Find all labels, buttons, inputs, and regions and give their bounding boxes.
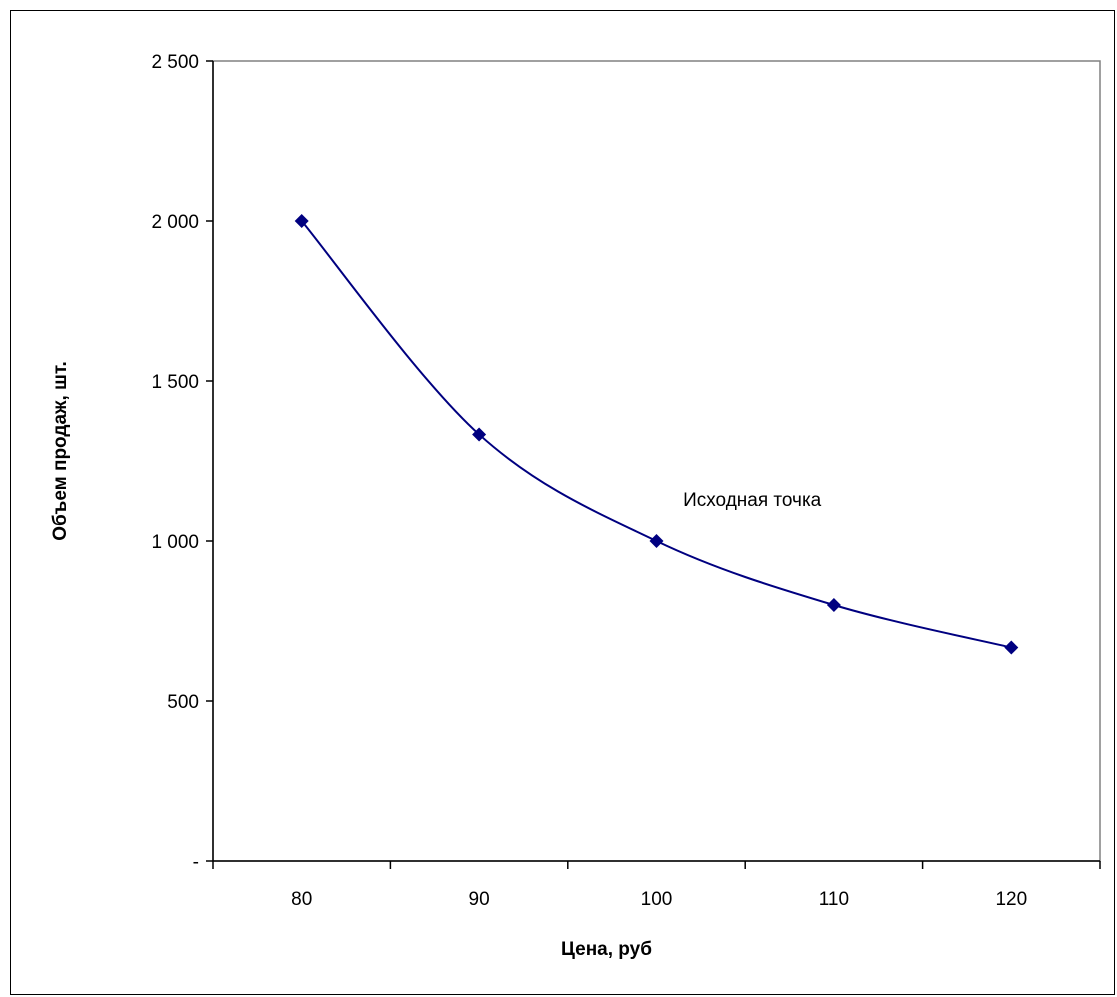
chart-frame bbox=[10, 10, 1115, 995]
x-tick-label: 100 bbox=[641, 889, 673, 910]
x-axis: 80 90 100 110 120 bbox=[212, 860, 1101, 910]
data-markers bbox=[294, 214, 1019, 655]
y-axis-title: Объем продаж, шт. bbox=[50, 361, 71, 541]
data-point-marker bbox=[649, 534, 664, 548]
x-tick-label: 90 bbox=[469, 889, 490, 910]
y-tick-label: 1 500 bbox=[151, 372, 199, 393]
x-tick-label: 120 bbox=[995, 889, 1027, 910]
plot-area bbox=[212, 60, 1101, 862]
y-tick-label: - bbox=[193, 852, 199, 873]
annotation-label: Исходная точка bbox=[683, 490, 822, 511]
x-tick-label: 80 bbox=[291, 889, 312, 910]
y-tick-label: 2 000 bbox=[151, 212, 199, 233]
data-point-marker bbox=[826, 598, 841, 612]
x-tick-label: 110 bbox=[819, 889, 849, 910]
y-tick-label: 1 000 bbox=[151, 532, 199, 553]
y-tick-label: 500 bbox=[167, 692, 199, 713]
y-tick-label: 2 500 bbox=[151, 52, 199, 73]
data-point-marker bbox=[294, 214, 309, 228]
data-point-marker bbox=[1004, 640, 1019, 655]
x-axis-title: Цена, руб bbox=[561, 939, 652, 960]
series-line bbox=[300, 220, 1012, 649]
data-point-marker bbox=[472, 427, 487, 442]
y-axis: - 500 1 000 1 500 2 000 2 500 bbox=[151, 52, 214, 873]
